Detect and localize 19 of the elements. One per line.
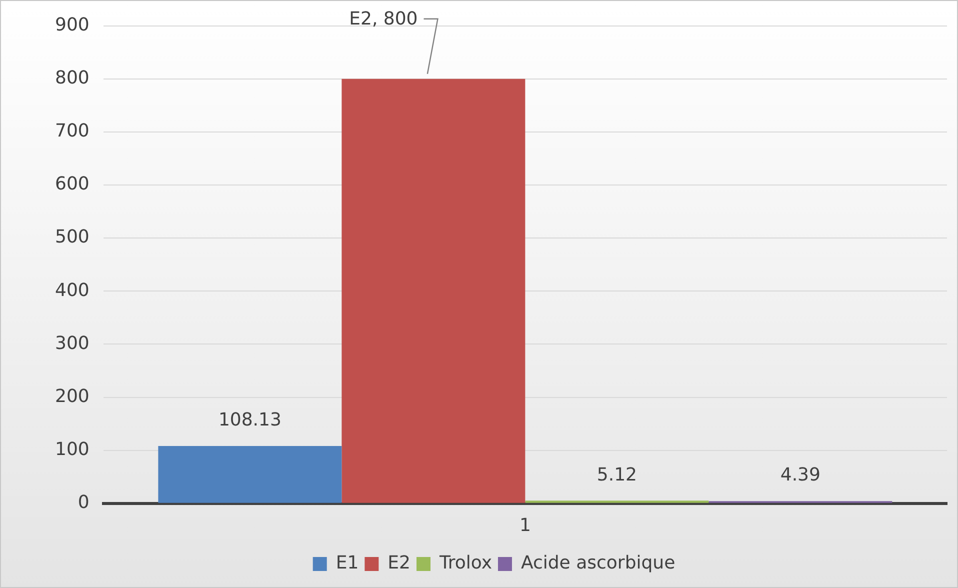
x-tick-label: 1 (519, 514, 531, 536)
y-tick-label: 700 (54, 120, 90, 142)
y-tick-label: 100 (54, 439, 90, 460)
y-tick-label: 900 (54, 14, 90, 36)
y-tick-label: 400 (54, 280, 90, 301)
legend-label: E2 (388, 552, 411, 574)
data-label: E2, 800 (349, 8, 418, 30)
data-label: 4.39 (780, 464, 820, 486)
data-label: 108.13 (218, 410, 282, 431)
y-tick-label: 500 (54, 226, 90, 248)
y-tick-label: 0 (78, 492, 90, 514)
y-tick-label: 300 (54, 332, 90, 354)
legend-label: Acide ascorbique (520, 552, 676, 574)
data-label: 5.12 (596, 464, 637, 486)
y-tick-label: 200 (54, 386, 90, 407)
legend-label: Trolox (438, 552, 492, 574)
y-tick-label: 800 (54, 68, 90, 89)
y-tick-label: 600 (54, 174, 90, 195)
legend-label: E1 (336, 552, 359, 574)
